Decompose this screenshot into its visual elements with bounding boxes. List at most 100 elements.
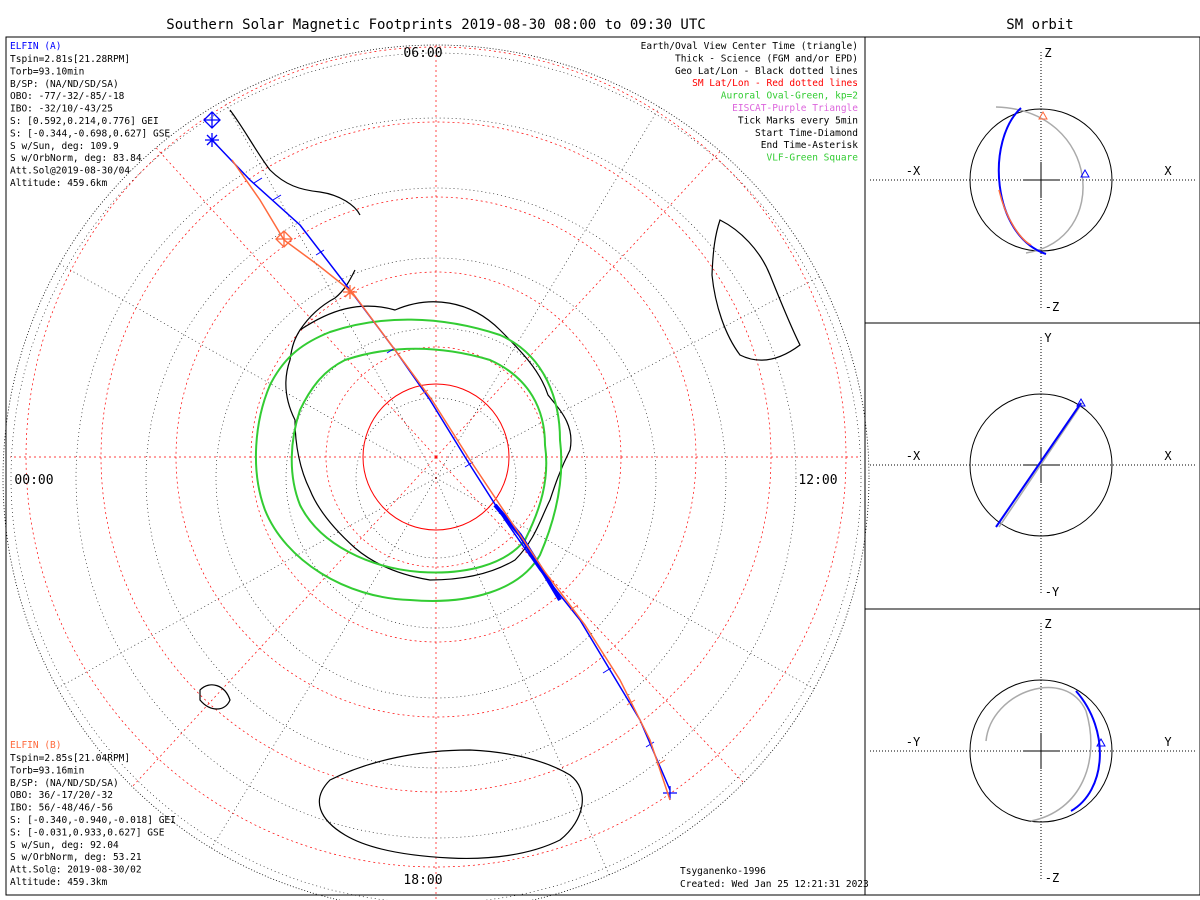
coastline-africa bbox=[711, 219, 801, 361]
orbit-axis-label: Z bbox=[1044, 617, 1051, 631]
elfin-b-path bbox=[231, 159, 671, 801]
orbit-a-triangle bbox=[1096, 737, 1106, 747]
sm-grid bbox=[10, 45, 860, 900]
elfin-b-line: S: [-0.031,0.933,0.627] GSE bbox=[10, 827, 165, 838]
coastline-peninsula bbox=[299, 269, 356, 331]
map-frame bbox=[5, 36, 866, 896]
coastline-antarctica bbox=[285, 301, 572, 581]
legend-entry: Earth/Oval View Center Time (triangle) bbox=[641, 41, 858, 52]
elfin-b-line: Altitude: 459.3km bbox=[10, 877, 108, 888]
orbit-axis-label: -X bbox=[906, 449, 921, 463]
elfin-b-line: Att.Sol@: 2019-08-30/02 bbox=[10, 865, 142, 876]
orbit-panel: Y -Y -X X bbox=[870, 331, 1195, 599]
geo-grid bbox=[3, 45, 869, 900]
orbit-axis-label: -Z bbox=[1045, 871, 1059, 885]
model-label: Tsyganenko-1996 bbox=[680, 866, 766, 877]
elfin-b-lines: Tspin=2.85s[21.04RPM]Torb=93.16min B/SP: … bbox=[10, 753, 176, 888]
elfin-a-start-diamond bbox=[203, 111, 221, 129]
elfin-b-line: B/SP: (NA/ND/SD/SA) bbox=[10, 778, 119, 789]
coastline-australia bbox=[318, 749, 583, 859]
orbit-axis-label: -Y bbox=[1045, 585, 1060, 599]
elfin-a-line: Tspin=2.81s[21.28RPM] bbox=[10, 54, 130, 65]
sm-inner-ring bbox=[362, 383, 510, 531]
orbit-b-path bbox=[998, 401, 1084, 528]
orbit-title: SM orbit bbox=[1006, 17, 1073, 33]
elfin-a-line: S w/Sun, deg: 109.9 bbox=[10, 141, 119, 152]
created-label: Created: Wed Jan 25 12:21:31 2023 bbox=[680, 879, 869, 890]
elfin-b-line: OBO: 36/-17/20/-32 bbox=[10, 790, 113, 801]
chart-title: Southern Solar Magnetic Footprints 2019-… bbox=[166, 17, 705, 33]
orbit-a-path bbox=[997, 107, 1047, 255]
orbit-b-segment bbox=[998, 189, 1032, 246]
elfin-a-ticks bbox=[253, 177, 655, 748]
orbit-a-triangle bbox=[1076, 397, 1086, 407]
orbit-panel: Z -Z -X X bbox=[870, 46, 1195, 314]
elfin-b-line: IBO: 56/-48/46/-56 bbox=[10, 803, 113, 814]
auroral-oval-outer bbox=[254, 318, 563, 602]
elfin-a-line: Torb=93.10min bbox=[10, 66, 84, 77]
orbit-b-path bbox=[985, 686, 1092, 822]
orbit-axis-label: Y bbox=[1044, 331, 1052, 345]
legend: Earth/Oval View Center Time (triangle)Th… bbox=[641, 41, 859, 164]
orbit-a-path bbox=[1070, 690, 1101, 812]
elfin-a-science bbox=[493, 503, 562, 602]
elfin-b-name: ELFIN (B) bbox=[10, 740, 61, 751]
elfin-b-ticks bbox=[419, 389, 666, 766]
orbit-panel: Z -Z -Y Y bbox=[870, 617, 1195, 885]
elfin-b-line: S w/OrbNorm, deg: 53.21 bbox=[10, 852, 142, 863]
legend-entry: Geo Lat/Lon - Black dotted lines bbox=[675, 66, 858, 77]
orbit-a-triangle bbox=[1080, 168, 1090, 178]
elfin-b-line: S w/Sun, deg: 92.04 bbox=[10, 840, 119, 851]
legend-entry: EISCAT-Purple Triangle bbox=[732, 103, 858, 114]
legend-entry: Auroral Oval-Green, kp=2 bbox=[721, 91, 858, 102]
time-label-left: 00:00 bbox=[14, 473, 53, 488]
elfin-b-line: Torb=93.16min bbox=[10, 765, 84, 776]
coastline-south-america bbox=[229, 109, 361, 216]
elfin-a-name: ELFIN (A) bbox=[10, 41, 61, 52]
legend-entry: VLF-Green Square bbox=[766, 153, 858, 164]
elfin-b-line: Tspin=2.85s[21.04RPM] bbox=[10, 753, 130, 764]
earth-ring bbox=[969, 393, 1113, 537]
orbit-panels: Z -Z -X X Y -Y -X X Z -Z -Y Y bbox=[870, 46, 1195, 885]
elfin-a-line: S w/OrbNorm, deg: 83.84 bbox=[10, 153, 142, 164]
elfin-a-track bbox=[203, 111, 677, 800]
coastline-nz bbox=[199, 684, 231, 710]
orbit-axis-label: Z bbox=[1044, 46, 1051, 60]
earth-ring bbox=[969, 679, 1113, 823]
orbit-frame bbox=[864, 36, 1200, 896]
elfin-a-path bbox=[211, 139, 671, 791]
elfin-a-line: Altitude: 459.6km bbox=[10, 178, 108, 189]
orbit-axis-label: -Y bbox=[906, 735, 921, 749]
elfin-b-info: ELFIN (B) Tspin=2.85s[21.04RPM]Torb=93.1… bbox=[10, 740, 176, 888]
legend-entry: Tick Marks every 5min bbox=[738, 115, 858, 126]
time-label-bottom: 18:00 bbox=[403, 873, 442, 888]
coastlines bbox=[199, 109, 801, 859]
elfin-b-track bbox=[231, 159, 671, 801]
polar-map bbox=[3, 45, 869, 900]
legend-entry: End Time-Asterisk bbox=[761, 140, 859, 151]
legend-entry: Start Time-Diamond bbox=[755, 128, 858, 139]
orbit-a-path bbox=[995, 402, 1082, 528]
elfin-a-line: B/SP: (NA/ND/SD/SA) bbox=[10, 79, 119, 90]
elfin-a-info: ELFIN (A) Tspin=2.81s[21.28RPM]Torb=93.1… bbox=[10, 41, 170, 189]
orbit-axis-label: Y bbox=[1164, 735, 1172, 749]
elfin-a-line: S: [0.592,0.214,0.776] GEI bbox=[10, 116, 159, 127]
elfin-a-line: IBO: -32/10/-43/25 bbox=[10, 104, 113, 115]
legend-entry: Thick - Science (FGM and/or EPD) bbox=[675, 53, 858, 64]
auroral-oval-inner bbox=[290, 347, 548, 574]
orbit-axis-label: X bbox=[1164, 449, 1172, 463]
legend-entry: SM Lat/Lon - Red dotted lines bbox=[692, 78, 858, 89]
elfin-a-line: Att.Sol@2019-08-30/04 bbox=[10, 166, 130, 177]
orbit-b-triangle bbox=[1038, 110, 1048, 120]
elfin-b-line: S: [-0.340,-0.940,-0.018] GEI bbox=[10, 815, 176, 826]
elfin-a-line: OBO: -77/-32/-85/-18 bbox=[10, 91, 125, 102]
time-label-right: 12:00 bbox=[798, 473, 837, 488]
orbit-axis-label: X bbox=[1164, 164, 1172, 178]
elfin-a-lines: Tspin=2.81s[21.28RPM]Torb=93.10min B/SP: … bbox=[10, 54, 170, 189]
elfin-a-end-asterisk bbox=[205, 133, 677, 800]
time-label-top: 06:00 bbox=[403, 46, 442, 61]
orbit-axis-label: -Z bbox=[1045, 300, 1059, 314]
map-boundary bbox=[2, 44, 870, 900]
elfin-b-start-diamond bbox=[275, 230, 293, 248]
